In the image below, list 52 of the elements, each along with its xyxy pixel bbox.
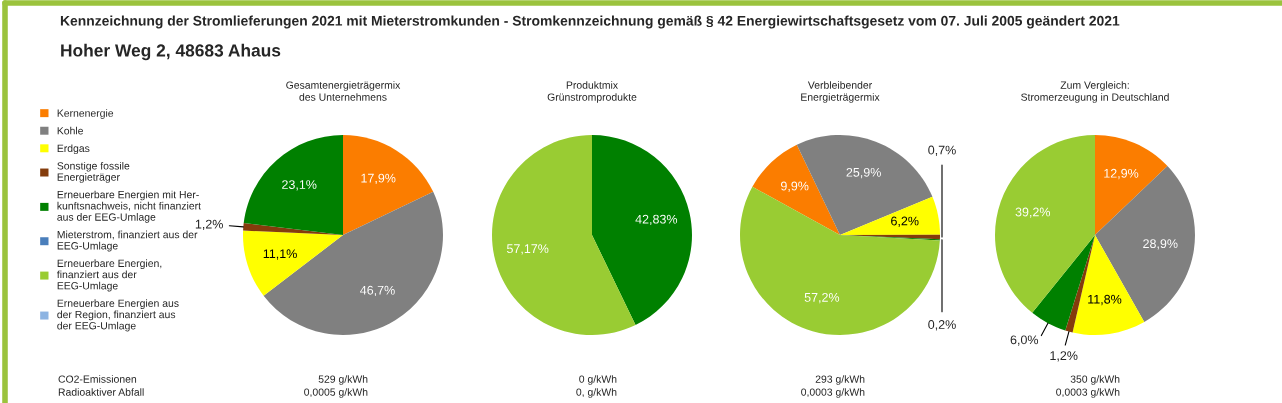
- text: 529 g/kWh: [318, 375, 368, 385]
- text: Gesamtenergieträgermix des Unternehmens: [286, 81, 401, 101]
- text: 0, g/kWh: [576, 388, 617, 398]
- text: Zum Vergleich: Stromerzeugung in Deutschland: [1021, 81, 1169, 103]
- text: Radioaktiver Abfall: [58, 388, 144, 396]
- data-label: 28,9%: [1143, 239, 1178, 250]
- data-label: 9,9%: [780, 181, 809, 192]
- data-label: 17,9%: [361, 173, 396, 184]
- data-label: 11,8%: [1088, 294, 1122, 306]
- pie-slice: [492, 135, 636, 335]
- legend-label: Erneuerbare Energien, finanziert aus der EEG-Umlage: [56, 259, 162, 292]
- legend-label: Mieterstrom, finanziert aus der EEG-Umlage: [57, 230, 198, 252]
- data-label: 23,1%: [282, 180, 317, 191]
- pie-slice: [1095, 135, 1168, 235]
- pie-slice: [592, 135, 692, 326]
- pie-slice: [263, 191, 443, 335]
- pie-slice: [840, 196, 940, 235]
- pie-slice: [343, 135, 434, 235]
- legend-label: Erneuerbare Energien aus der Region, finanziert aus der EEG-Umlage: [57, 299, 179, 332]
- legend-label: Kohle: [57, 126, 84, 135]
- text: Produktmix Grünstromprodukte: [547, 81, 637, 103]
- pie-slice: [243, 230, 343, 296]
- data-label: 57,2%: [804, 292, 840, 304]
- data-label: 39,2%: [1015, 207, 1051, 218]
- data-label: 1,2%: [1050, 351, 1078, 362]
- pie-slice: [243, 135, 343, 235]
- text: 0,0003 g/kWh: [801, 388, 865, 398]
- data-label: 11,1%: [263, 249, 297, 260]
- text: Kennzeichnung der Stromlieferungen 2021 mit Mieterstromkunden - Stromkennzeichnung gemäß § 42 Energiewirtschaftsgesetz vom 07. Juli 2005 geändert 2021: [60, 15, 1120, 29]
- legend-label: Kernenergie: [57, 109, 114, 119]
- text: 0,0005 g/kWh: [304, 388, 368, 398]
- text: CO2-Emissionen: [58, 375, 137, 383]
- pie-slice: [1072, 235, 1145, 335]
- text: 293 g/kWh: [815, 375, 865, 385]
- pie-slice: [752, 144, 840, 235]
- text: 0,0003 g/kWh: [1056, 388, 1120, 398]
- text: 350 g/kWh: [1070, 375, 1120, 385]
- chart-subtitle: Hoher Weg 2, 48683 Ahaus: [61, 43, 281, 61]
- text: Verbleibender Energieträgermix: [801, 81, 880, 103]
- data-label: 42,83%: [635, 214, 678, 226]
- data-label: 0,7%: [928, 145, 956, 156]
- text: 0 g/kWh: [579, 375, 617, 385]
- legend-label: Erdgas: [57, 144, 90, 155]
- data-label: 6,0%: [1010, 335, 1039, 346]
- data-label: 6,2%: [891, 216, 919, 227]
- data-label: 1,2%: [195, 219, 223, 231]
- data-label: 46,7%: [360, 285, 395, 297]
- legend-label: Sonstige fossile Energieträger: [57, 161, 130, 183]
- data-label: 12,9%: [1104, 168, 1139, 180]
- data-label: 0,2%: [928, 320, 956, 331]
- data-label: 25,9%: [846, 167, 881, 179]
- data-label: 57,17%: [506, 244, 549, 255]
